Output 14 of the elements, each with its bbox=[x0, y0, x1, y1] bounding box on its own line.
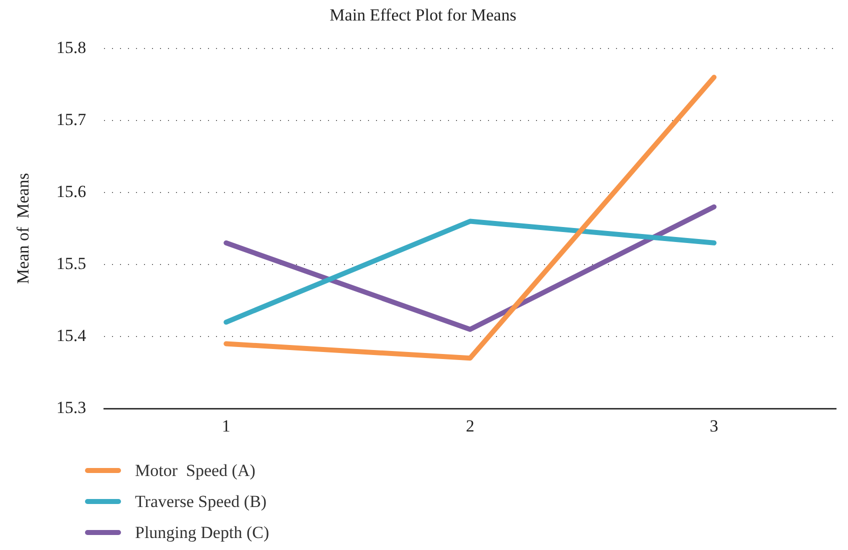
y-tick-label: 15.6 bbox=[56, 182, 86, 201]
x-tick-label: 3 bbox=[710, 416, 718, 436]
y-tick-label: 15.3 bbox=[56, 398, 86, 418]
y-tick-label: 15.5 bbox=[56, 254, 86, 273]
x-tick-label: 1 bbox=[222, 416, 230, 436]
y-tick-label: 15.4 bbox=[56, 326, 87, 346]
x-tick-label: 2 bbox=[466, 416, 474, 436]
y-axis-title: Mean of Means bbox=[14, 173, 33, 284]
legend-label: Traverse Speed (B) bbox=[135, 492, 267, 512]
chart-title: Main Effect Plot for Means bbox=[330, 6, 516, 25]
legend-label: Plunging Depth (C) bbox=[135, 522, 270, 542]
legend-label: Motor Speed (A) bbox=[135, 460, 256, 480]
y-tick-label: 15.7 bbox=[56, 110, 87, 129]
y-tick-label: 15.8 bbox=[56, 38, 86, 57]
